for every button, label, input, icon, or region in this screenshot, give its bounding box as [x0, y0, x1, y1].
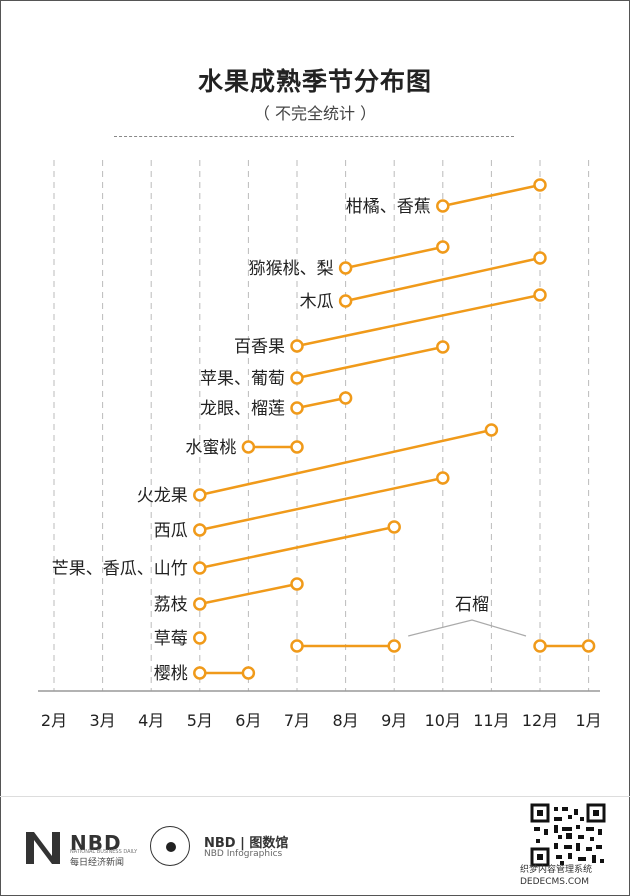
x-tick-label: 5月	[187, 711, 213, 730]
fruit-label: 水蜜桃	[185, 438, 236, 458]
x-tick-label: 1月	[576, 711, 602, 730]
range-line	[199, 476, 444, 532]
range-line	[199, 582, 298, 606]
fruit-label: 樱桃	[154, 664, 188, 684]
pomegranate-connector	[408, 619, 527, 637]
x-tick-label: 4月	[138, 711, 164, 730]
range-marker	[533, 178, 547, 192]
range-marker	[484, 423, 499, 437]
x-tick-label: 9月	[381, 711, 407, 730]
range-marker	[290, 639, 304, 653]
range-marker	[290, 577, 304, 591]
range-marker	[338, 294, 353, 308]
nbd-logo-text: NBD	[70, 831, 122, 855]
range-marker	[193, 597, 207, 611]
x-tick-label: 10月	[425, 711, 461, 730]
range-marker	[387, 520, 401, 534]
chart-title: 水果成熟季节分布图	[197, 67, 432, 96]
range-marker	[193, 631, 207, 645]
x-tick-label: 2月	[41, 711, 67, 730]
range-line	[345, 256, 541, 303]
fruit-label: 火龙果	[137, 486, 188, 506]
x-tick-label: 12月	[522, 711, 558, 730]
watermark-text: 织梦内容管理系统 DEDECMS.COM	[520, 865, 593, 887]
range-line	[442, 183, 541, 208]
range-marker	[193, 561, 207, 575]
x-tick-label: 7月	[284, 711, 310, 730]
footer-divider	[0, 796, 630, 797]
nbd-logo-icon	[26, 832, 60, 864]
range-marker	[533, 288, 547, 302]
range-marker	[338, 391, 353, 405]
title-divider	[114, 136, 514, 137]
infographics-title: NBD | 图数馆	[204, 836, 289, 851]
range-marker	[436, 340, 450, 354]
fruit-label: 石榴	[455, 595, 489, 615]
range-line	[296, 293, 541, 348]
range-marker	[533, 251, 547, 265]
x-tick-label: 6月	[235, 711, 261, 730]
fruit-label: 芒果、香瓜、山竹	[52, 559, 188, 579]
infographics-logo-icon	[150, 826, 190, 866]
range-line	[199, 428, 492, 497]
range-marker	[387, 639, 401, 653]
x-tick-label: 11月	[473, 711, 509, 730]
fruit-label: 柑橘、香蕉	[346, 197, 431, 217]
range-marker	[338, 261, 353, 275]
range-marker	[436, 471, 450, 485]
fruit-label: 荔枝	[154, 595, 188, 615]
fruit-label: 草莓	[154, 629, 188, 649]
range-marker	[581, 639, 596, 653]
fruit-label: 猕猴桃、梨	[249, 259, 334, 279]
fruit-season-chart: 2月 3月 4月 5月 6月 7月 8月 9月 10月 11月 12月 1月 柑橘、香蕉猕猴桃、梨木瓜百…	[38, 160, 602, 730]
range-marker	[436, 240, 450, 254]
fruit-label: 西瓜	[154, 521, 188, 541]
fruit-label: 木瓜	[300, 292, 334, 312]
range-marker	[436, 199, 450, 213]
range-marker	[533, 639, 547, 653]
range-marker	[290, 339, 304, 353]
infographics-subtitle: NBD Infographics	[204, 849, 283, 859]
range-marker	[290, 401, 304, 415]
range-line	[296, 345, 444, 380]
range-marker	[193, 523, 207, 537]
fruit-label: 龙眼、榴莲	[200, 399, 285, 419]
range-marker	[241, 666, 256, 680]
range-marker	[290, 440, 304, 454]
qr-code-icon	[530, 803, 606, 867]
fruit-label: 苹果、葡萄	[200, 369, 285, 389]
range-marker	[193, 666, 207, 680]
range-marker	[193, 488, 207, 502]
nbd-subtitle-en: NATIONAL BUSINESS DAILY	[70, 849, 138, 855]
nbd-subtitle-cn: 每日经济新闻	[70, 858, 125, 868]
range-line	[296, 396, 346, 410]
range-marker	[241, 440, 256, 454]
range-line	[199, 525, 395, 570]
range-marker	[290, 371, 304, 385]
range-line	[345, 245, 444, 270]
x-tick-label: 3月	[90, 711, 116, 730]
x-tick-label: 8月	[333, 711, 359, 730]
fruit-label: 百香果	[234, 337, 285, 357]
chart-subtitle: （ 不完全统计 ）	[253, 104, 377, 123]
